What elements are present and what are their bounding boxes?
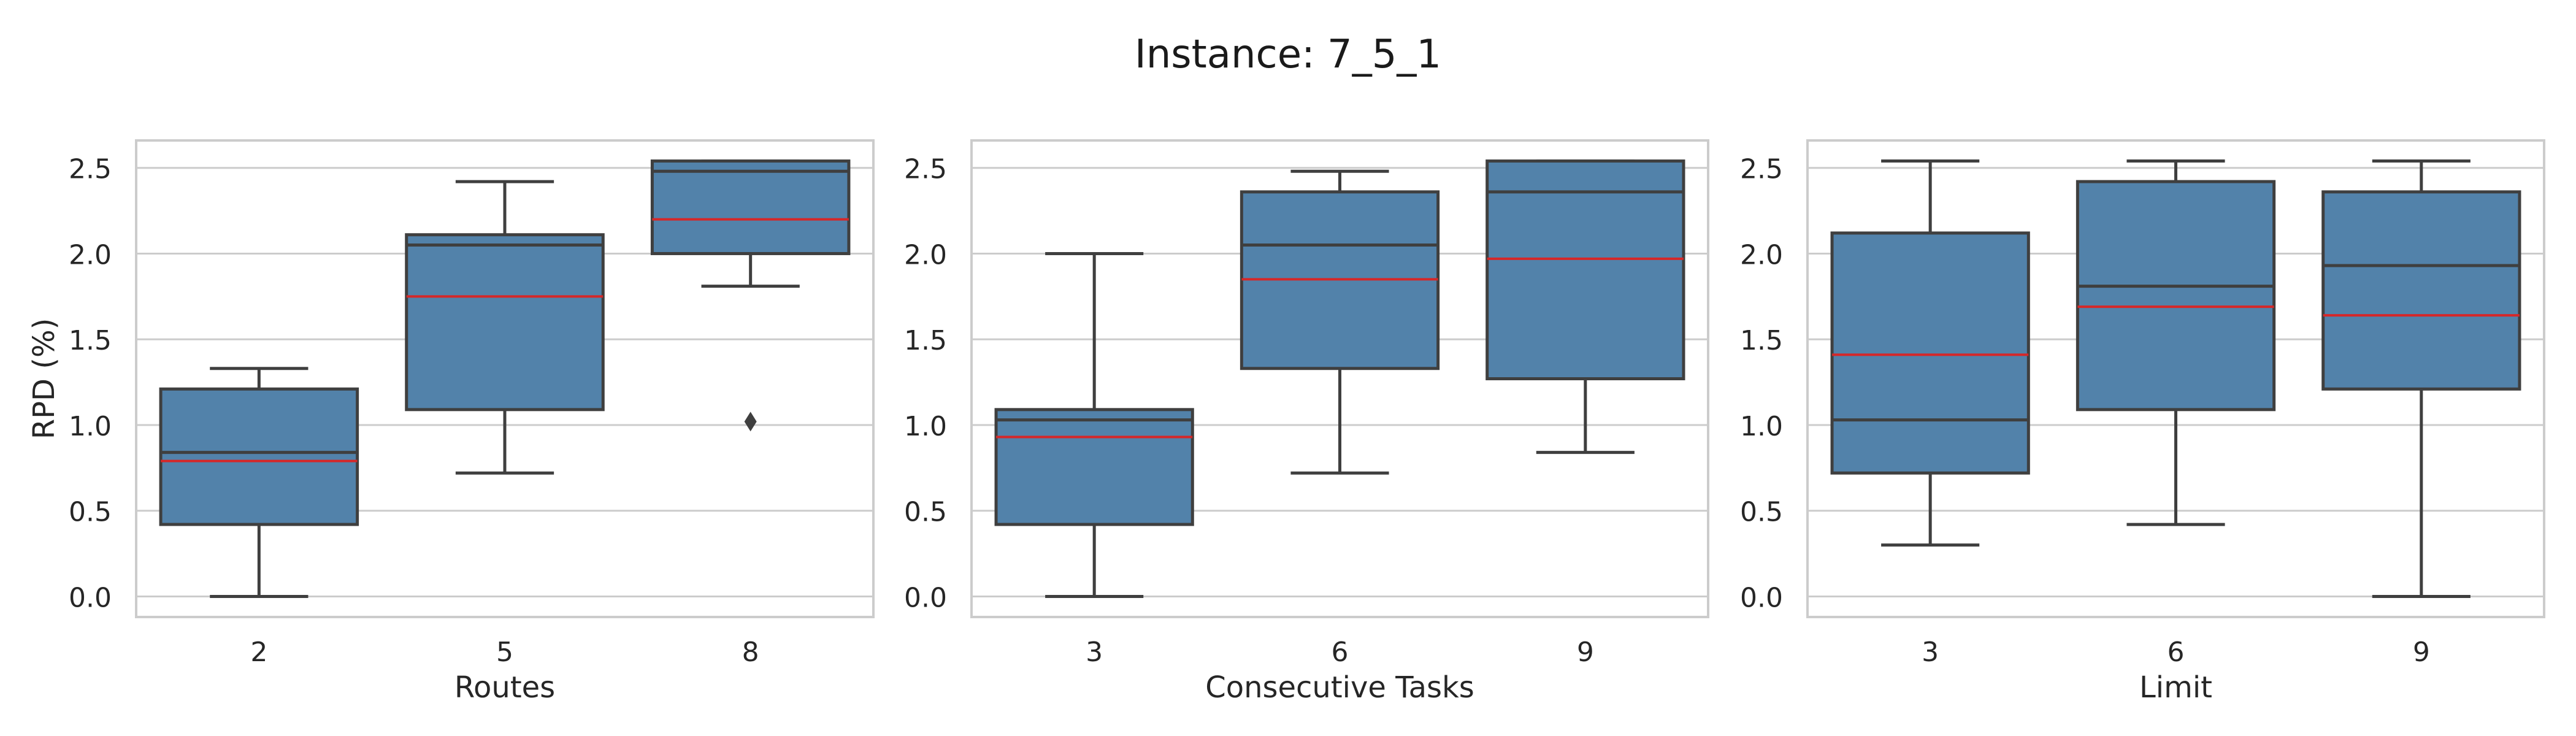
y-tick-label: 2.0 bbox=[904, 239, 947, 270]
figure-title: Instance: 7_5_1 bbox=[1134, 32, 1442, 77]
box-6 bbox=[1240, 169, 1440, 475]
x-axis-label: Routes bbox=[454, 670, 555, 705]
x-tick-label: 3 bbox=[1086, 637, 1103, 668]
y-axis-label: RPD (%) bbox=[27, 318, 61, 440]
subplot-1: 0.0 0.5 1.0 1.5 2.0 2.5 2 5 8 Routes RPD (%) bbox=[27, 139, 875, 705]
x-tick-label: 9 bbox=[2413, 637, 2430, 668]
x-tick-label: 3 bbox=[1922, 637, 1939, 668]
y-tick-label: 2.5 bbox=[904, 154, 947, 185]
box-3 bbox=[994, 251, 1194, 598]
x-tick-label: 8 bbox=[742, 637, 759, 668]
iqr-box bbox=[650, 159, 851, 255]
iqr-box bbox=[405, 233, 605, 412]
x-tick-label: 6 bbox=[1332, 637, 1349, 668]
box-5 bbox=[405, 180, 605, 475]
y-tick-label: 0.0 bbox=[69, 582, 112, 613]
y-tick-label: 1.5 bbox=[69, 325, 112, 356]
x-axis-label: Consecutive Tasks bbox=[1205, 670, 1474, 705]
box-3 bbox=[1830, 159, 2030, 547]
x-axis-label: Limit bbox=[2139, 670, 2212, 705]
y-tick-label: 0.0 bbox=[1740, 582, 1783, 613]
y-tick-label: 1.0 bbox=[904, 411, 947, 442]
y-tick-label: 1.5 bbox=[904, 325, 947, 356]
y-tick-label: 0.5 bbox=[904, 497, 947, 528]
subplot-3: 0.0 0.5 1.0 1.5 2.0 2.5 3 6 9 Limit bbox=[1740, 139, 2545, 705]
x-tick-label: 5 bbox=[496, 637, 513, 668]
box-2 bbox=[159, 367, 359, 598]
y-tick-label: 0.5 bbox=[69, 497, 112, 528]
x-tick-label: 2 bbox=[250, 637, 267, 668]
subplot-2: 0.0 0.5 1.0 1.5 2.0 2.5 3 6 9 Consecutive Tasks bbox=[904, 139, 1709, 705]
iqr-box bbox=[159, 387, 359, 526]
y-tick-label: 2.5 bbox=[69, 154, 112, 185]
plot-frame bbox=[135, 139, 875, 618]
y-tick-label: 2.5 bbox=[1740, 154, 1783, 185]
y-tick-label: 2.0 bbox=[69, 239, 112, 270]
box-6 bbox=[2076, 159, 2276, 526]
box-8 bbox=[650, 159, 851, 432]
outlier-point bbox=[744, 412, 757, 432]
y-tick-label: 1.0 bbox=[1740, 411, 1783, 442]
x-tick-label: 9 bbox=[1577, 637, 1594, 668]
x-tick-label: 6 bbox=[2168, 637, 2185, 668]
iqr-box bbox=[1485, 159, 1685, 380]
y-tick-label: 1.5 bbox=[1740, 325, 1783, 356]
plot-frame bbox=[970, 139, 1709, 618]
plot-frame bbox=[1806, 139, 2545, 618]
iqr-box bbox=[2076, 180, 2276, 412]
iqr-box bbox=[1830, 231, 2030, 475]
iqr-box bbox=[2321, 190, 2521, 391]
y-tick-label: 2.0 bbox=[1740, 239, 1783, 270]
box-9 bbox=[2321, 159, 2521, 598]
iqr-box bbox=[994, 408, 1194, 526]
y-tick-label: 0.5 bbox=[1740, 497, 1783, 528]
y-tick-label: 0.0 bbox=[904, 582, 947, 613]
box-9 bbox=[1485, 159, 1685, 454]
y-tick-label: 1.0 bbox=[69, 411, 112, 442]
